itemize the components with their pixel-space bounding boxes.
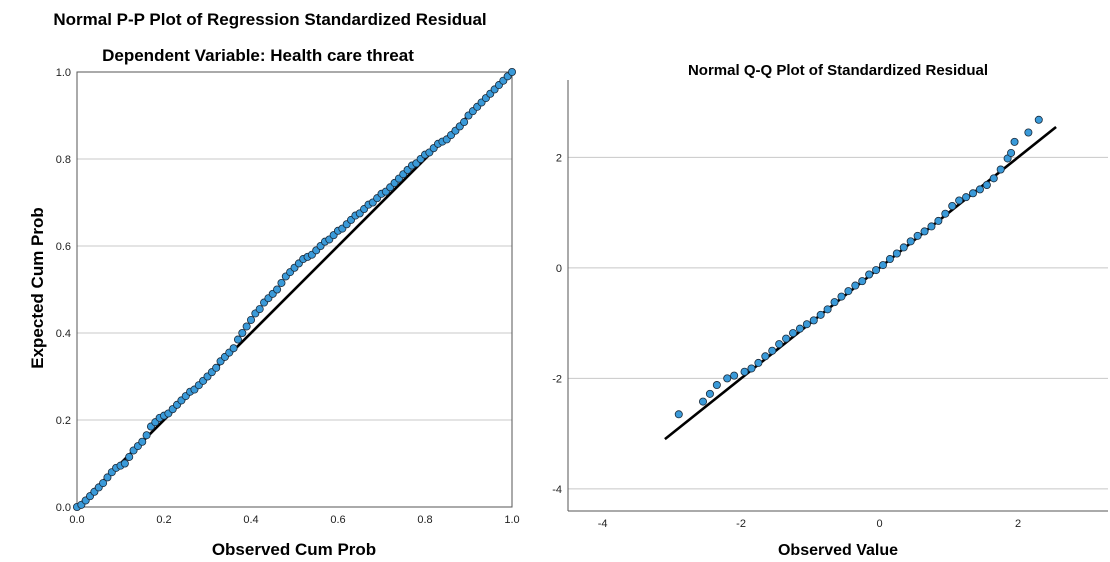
pp-x-tick-label: 0.6 [330,514,345,526]
pp-data-point [212,363,221,372]
pp-x-tick-label: 1.0 [504,514,519,526]
pp-x-tick-label: 0.2 [156,514,171,526]
pp-data-point [507,68,516,77]
pp-data-point [273,285,282,294]
qq-data-point [934,216,943,225]
qq-data-point [844,287,853,296]
qq-data-point [830,298,839,307]
pp-y-tick-label: 0.0 [56,502,71,514]
qq-data-point [674,410,683,419]
pp-data-point [255,305,264,314]
qq-y-tick-label: 0 [556,263,562,275]
qq-data-point [969,189,978,198]
qq-data-point [802,320,811,329]
qq-x-tick-label: -4 [598,518,608,530]
qq-data-point [789,329,798,338]
pp-data-point [142,431,151,440]
pp-data-point [277,278,286,287]
qq-data-point [730,371,739,380]
qq-data-point [989,174,998,183]
qq-data-point [913,231,922,240]
qq-data-point [975,185,984,194]
pp-y-tick-label: 0.8 [56,154,71,166]
pp-data-point [138,437,147,446]
pp-data-point [103,473,112,482]
pp-x-tick-label: 0.8 [417,514,432,526]
pp-data-point [460,118,469,127]
pp-data-point [246,315,255,324]
qq-data-point [754,358,763,367]
qq-data-point [809,316,818,325]
qq-data-point [723,374,732,383]
qq-y-tick-label: -2 [552,373,562,385]
qq-x-tick-label: 2 [1015,518,1021,530]
pp-y-tick-label: 0.6 [56,241,71,253]
pp-data-point [99,479,108,488]
qq-data-point [948,201,957,210]
pp-data-point [233,335,242,344]
qq-data-point [1024,128,1033,137]
qq-data-point [885,255,894,264]
pp-x-tick-label: 0.0 [69,514,84,526]
qq-data-point [879,261,888,270]
qq-data-point [705,389,714,398]
pp-y-tick-label: 0.4 [56,328,71,340]
qq-x-tick-label: -2 [736,518,746,530]
pp-plot-frame [76,71,513,508]
qq-data-point [920,227,929,236]
pp-data-point [120,459,129,468]
qq-data-point [1034,115,1043,124]
qq-data-point [699,397,708,406]
qq-data-point [795,324,804,333]
qq-plot-title: Normal Q-Q Plot of Standardized Residual [687,62,989,79]
qq-x-tick-label: 0 [876,518,882,530]
pp-y-tick-label: 0.2 [56,415,71,427]
qq-data-point [982,180,991,189]
pp-data-point [229,344,238,353]
qq-data-point [747,364,756,373]
pp-x-axis-label: Observed Cum Prob [211,540,377,559]
qq-data-point [858,277,867,286]
pp-x-tick-label: 0.4 [243,514,258,526]
qq-data-point [927,222,936,231]
qq-data-point [872,266,881,275]
pp-data-point [238,328,247,337]
qq-data-point [823,305,832,314]
qq-data-point [906,237,915,246]
qq-data-point [782,334,791,343]
qq-data-point [1010,137,1019,146]
pp-data-point [125,452,134,461]
qq-data-point [816,310,825,319]
qq-data-point [712,381,721,390]
qq-data-point [996,165,1005,174]
pp-plot-title: Normal P-P Plot of Regression Standardiz… [53,10,487,29]
qq-data-point [962,193,971,202]
qq-data-point [1007,148,1016,157]
qq-y-tick-label: 2 [556,152,562,164]
qq-data-point [851,281,860,290]
pp-data-point [242,322,251,331]
qq-data-point [837,292,846,301]
qq-x-axis-label: Observed Value [777,542,899,559]
qq-data-point [899,243,908,252]
pp-plot-subtitle: Dependent Variable: Health care threat [102,46,414,65]
qq-data-point [768,346,777,355]
qq-data-point [892,249,901,258]
qq-y-tick-label: -4 [552,484,562,496]
pp-y-tick-label: 1.0 [56,67,71,79]
qq-data-point [775,340,784,349]
qq-data-point [865,270,874,279]
qq-data-point [955,196,964,205]
qq-data-point [761,352,770,361]
qq-data-point [740,367,749,376]
qq-data-point [941,209,950,218]
